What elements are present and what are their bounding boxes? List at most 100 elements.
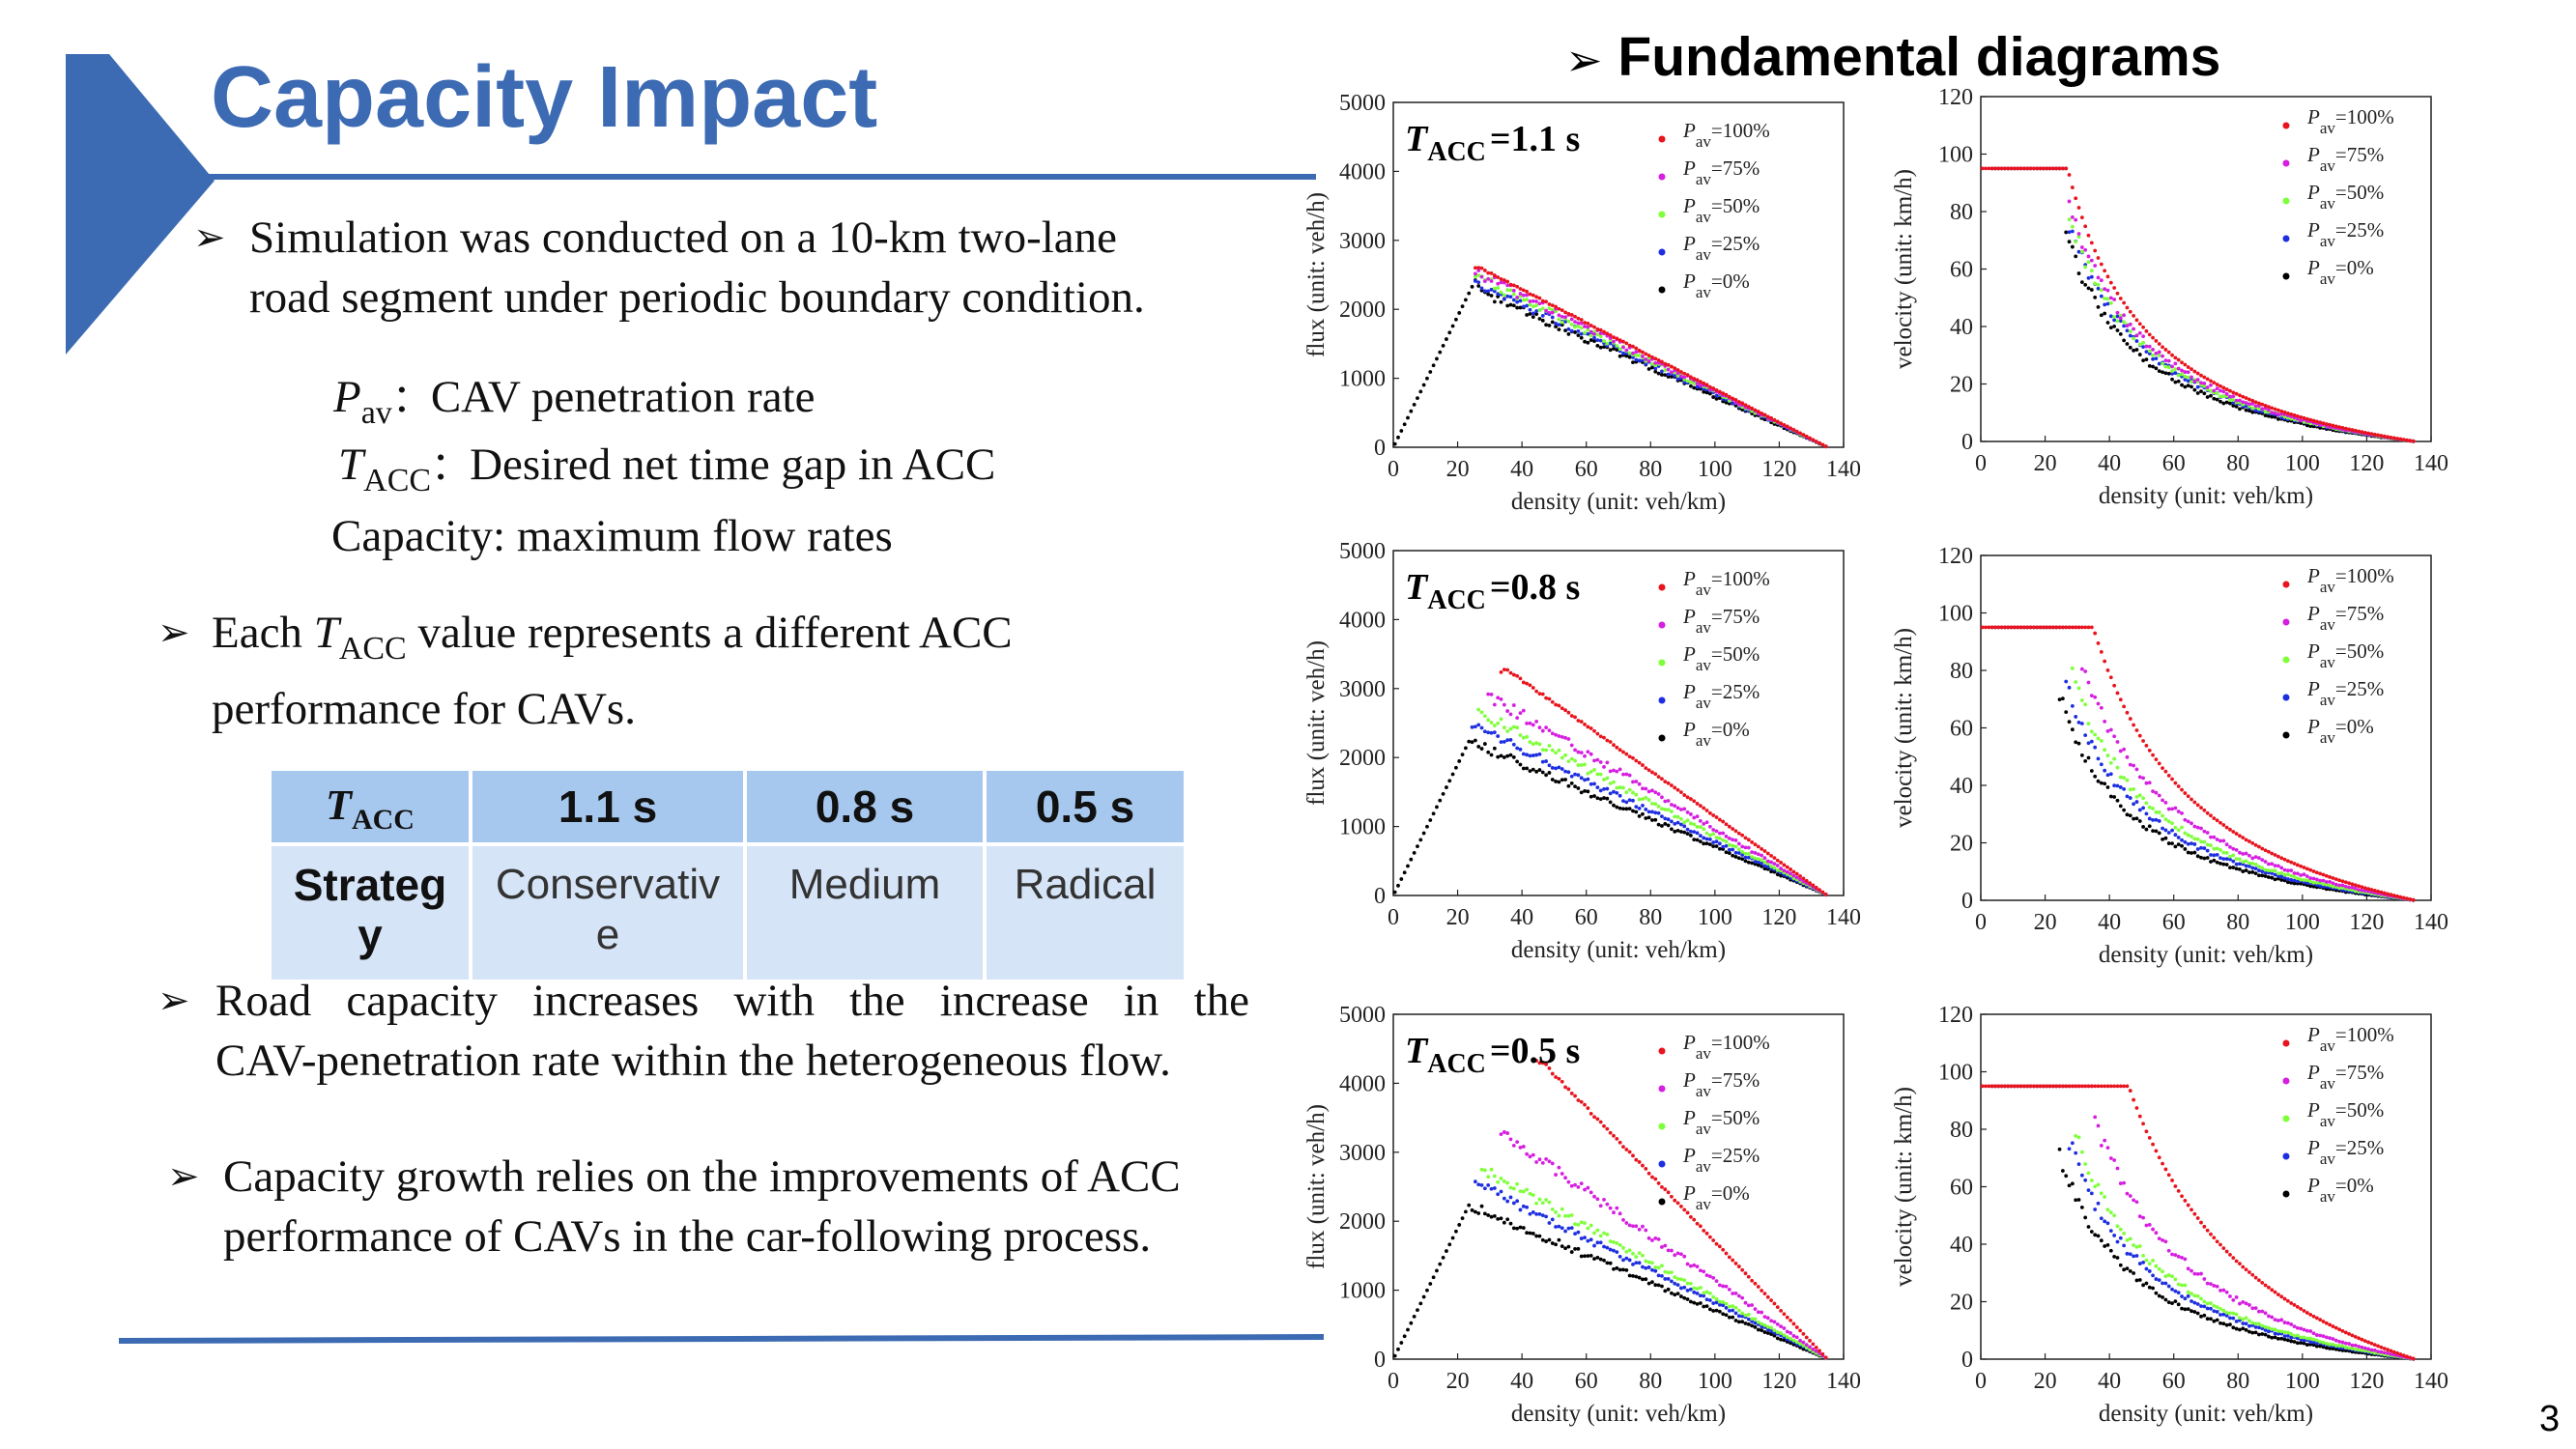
data-point xyxy=(1612,803,1616,808)
data-point xyxy=(1695,831,1700,836)
data-point xyxy=(1392,890,1397,895)
y-tick-label: 0 xyxy=(1374,884,1386,909)
data-point xyxy=(2253,1324,2258,1329)
chevron-shape xyxy=(66,54,215,355)
data-point xyxy=(2144,328,2149,333)
data-point xyxy=(1736,847,1741,852)
flux-plot-0.5: 0 20 40 60 80 100 120 140010002000300040005000d… xyxy=(1303,1003,1861,1427)
data-point xyxy=(1794,875,1799,880)
data-point xyxy=(1511,724,1516,729)
y-tick-label: 60 xyxy=(1950,258,1973,283)
data-point xyxy=(2308,1329,2313,1333)
legend-label: Pav=50% xyxy=(2306,1098,2384,1130)
legend-label: Pav=75% xyxy=(1682,156,1760,188)
bullet-capacity-growth: ➢ Capacity growth relies on the improvem… xyxy=(167,1147,1288,1266)
data-point xyxy=(2137,733,2142,738)
data-point xyxy=(2304,423,2309,428)
data-point xyxy=(2357,884,2361,889)
data-point xyxy=(2253,843,2258,847)
data-point xyxy=(2333,882,2338,887)
data-point xyxy=(1557,317,1561,322)
data-point xyxy=(1573,325,1577,329)
data-point xyxy=(1637,1275,1642,1280)
data-point xyxy=(2253,855,2258,860)
data-point xyxy=(1743,403,1748,408)
data-point xyxy=(2161,354,2164,358)
data-point xyxy=(2199,1296,2203,1301)
data-point xyxy=(1717,1302,1722,1307)
data-point xyxy=(1624,1221,1629,1225)
data-point xyxy=(1760,1328,1764,1332)
data-point xyxy=(2013,166,2017,171)
legend-label: Pav=0% xyxy=(1682,1181,1750,1213)
legend-marker xyxy=(1658,734,1666,742)
data-point xyxy=(1666,372,1671,377)
data-point xyxy=(2347,427,2352,432)
data-point xyxy=(2013,1084,2017,1089)
data-point xyxy=(2096,1182,2101,1187)
data-point xyxy=(1482,1168,1487,1173)
data-point xyxy=(2328,1322,2333,1327)
data-point xyxy=(2253,1306,2258,1311)
data-point xyxy=(1750,406,1755,411)
data-point xyxy=(1534,741,1539,746)
data-point xyxy=(2047,625,2052,630)
data-point xyxy=(2311,1340,2316,1345)
data-point xyxy=(1760,1321,1764,1326)
data-point xyxy=(2331,876,2335,880)
data-point xyxy=(1598,338,1603,343)
data-point xyxy=(1617,1140,1622,1145)
data-point xyxy=(1634,1157,1639,1162)
data-point xyxy=(1789,871,1792,876)
data-point xyxy=(1537,1061,1542,1065)
data-point xyxy=(2163,1167,2168,1172)
data-point xyxy=(2299,864,2304,868)
data-point xyxy=(2173,833,2178,838)
data-point xyxy=(1727,824,1732,829)
data-point xyxy=(2074,715,2078,719)
bullet-arrow-icon: ➢ xyxy=(193,215,226,259)
data-point xyxy=(1602,1123,1606,1128)
data-point xyxy=(1743,1313,1748,1318)
x-tick-label: 80 xyxy=(2226,910,2249,935)
data-point xyxy=(2003,1084,2007,1089)
data-point xyxy=(1505,283,1510,288)
data-point xyxy=(1656,810,1661,815)
data-point xyxy=(1447,330,1452,335)
data-point xyxy=(1731,1315,1735,1320)
data-point xyxy=(1804,1346,1809,1350)
data-point xyxy=(2221,394,2226,399)
data-point xyxy=(2304,416,2309,421)
data-point xyxy=(2304,1311,2309,1315)
data-point xyxy=(1573,772,1577,777)
data-point xyxy=(1621,807,1625,811)
data-point xyxy=(2074,1084,2078,1089)
data-point xyxy=(2238,1327,2242,1332)
data-point xyxy=(2253,867,2258,871)
data-point xyxy=(2311,1331,2316,1336)
data-point xyxy=(2215,1239,2219,1244)
data-point xyxy=(2076,625,2081,630)
data-point xyxy=(1666,1277,1671,1281)
data-point xyxy=(2343,1345,2348,1350)
data-point xyxy=(1602,786,1606,791)
data-point xyxy=(1711,1275,1716,1280)
data-point xyxy=(2267,1285,2271,1290)
data-point xyxy=(1476,707,1481,712)
data-point xyxy=(2247,1329,2251,1334)
data-point xyxy=(1765,851,1770,856)
data-point xyxy=(1670,819,1674,824)
data-point xyxy=(2331,1342,2335,1347)
data-point xyxy=(2190,835,2193,838)
data-point xyxy=(1733,1292,1738,1295)
data-point xyxy=(2083,265,2088,270)
data-point xyxy=(1454,317,1458,322)
data-point xyxy=(1554,1075,1558,1079)
data-point xyxy=(1595,327,1600,331)
data-point xyxy=(1627,1223,1632,1228)
data-point xyxy=(1670,803,1674,807)
data-point xyxy=(2247,1303,2251,1307)
data-point xyxy=(2362,889,2367,893)
data-point xyxy=(1646,367,1651,371)
data-point xyxy=(1791,1342,1796,1347)
